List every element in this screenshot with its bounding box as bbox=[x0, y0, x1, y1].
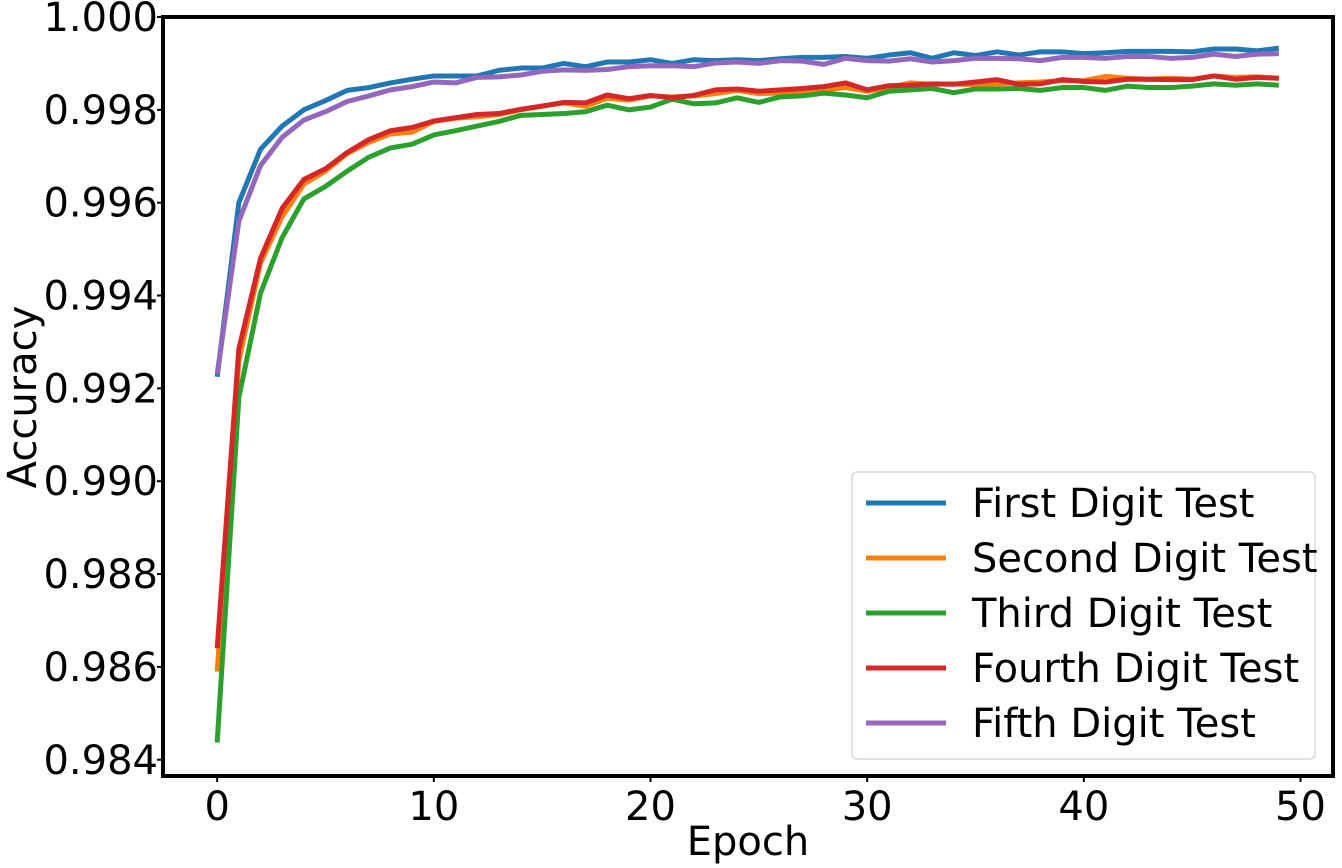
y-tick-label: 0.988 bbox=[43, 552, 158, 598]
x-axis-label: Epoch bbox=[687, 819, 809, 865]
series-line-1 bbox=[214, 45, 1280, 378]
y-tick-label: 0.998 bbox=[43, 88, 158, 134]
x-tick-label: 40 bbox=[1058, 784, 1109, 830]
y-tick-label: 0.986 bbox=[43, 645, 158, 691]
series-line-4 bbox=[214, 73, 1279, 649]
legend-label-2: Second Digit Test bbox=[972, 536, 1318, 582]
x-axis: 0 10 20 30 40 50 bbox=[204, 776, 1326, 830]
x-tick-label: 30 bbox=[842, 784, 893, 830]
legend: First Digit Test Second Digit Test Third D… bbox=[851, 471, 1318, 760]
y-axis: 0.984 0.986 0.988 0.990 0.992 0.994 0.996 0.998… bbox=[43, 0, 163, 784]
y-tick-label: 0.996 bbox=[43, 181, 158, 227]
legend-box bbox=[851, 471, 1316, 760]
x-tick-label: 50 bbox=[1275, 784, 1326, 830]
y-tick-label: 0.992 bbox=[43, 366, 158, 412]
x-tick-label: 0 bbox=[204, 784, 229, 830]
y-tick-label: 0.990 bbox=[43, 459, 158, 505]
y-tick-label: 1.000 bbox=[43, 0, 158, 41]
series-line-3 bbox=[214, 81, 1279, 743]
y-tick-label: 0.984 bbox=[43, 738, 158, 784]
plot-frame bbox=[161, 15, 1335, 778]
x-tick-label: 10 bbox=[408, 784, 459, 830]
x-tick-label: 20 bbox=[625, 784, 676, 830]
legend-items: First Digit Test Second Digit Test Third D… bbox=[866, 481, 1318, 747]
series-line-5 bbox=[214, 51, 1279, 375]
series-layer bbox=[214, 45, 1280, 743]
legend-label-1: First Digit Test bbox=[972, 481, 1254, 527]
legend-label-5: Fifth Digit Test bbox=[972, 701, 1256, 747]
y-tick-label: 0.994 bbox=[43, 274, 158, 320]
legend-label-4: Fourth Digit Test bbox=[972, 646, 1299, 692]
legend-label-3: Third Digit Test bbox=[971, 591, 1272, 637]
y-axis-label: Accuracy bbox=[0, 306, 46, 489]
